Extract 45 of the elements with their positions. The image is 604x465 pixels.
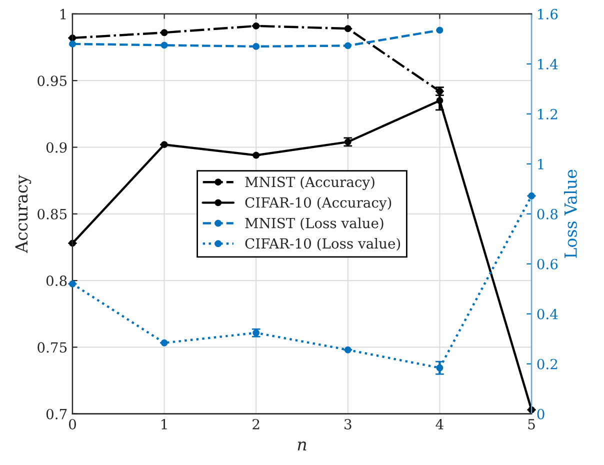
- x-axis-title: n: [298, 441, 306, 450]
- point: [69, 280, 76, 288]
- y2-tick-label: 0.8: [537, 208, 558, 220]
- x-tick-label: 5: [528, 419, 535, 430]
- y2-tick-label: 0.2: [537, 358, 558, 370]
- point: [160, 339, 168, 346]
- point: [252, 22, 260, 30]
- legend-label: CIFAR-10 (Accuracy): [245, 196, 392, 211]
- y2-axis-title: Loss Value: [564, 170, 577, 258]
- point: [344, 42, 352, 50]
- y2-tick-label: 1.6: [538, 8, 558, 20]
- y2-tick-label: 0.6: [537, 258, 558, 270]
- y2-tick-label: 1: [538, 158, 544, 170]
- point: [160, 141, 168, 148]
- y2-tick-label: 0: [537, 408, 544, 420]
- legend-label: MNIST (Loss value): [245, 218, 384, 230]
- y-tick-label: 0.8: [46, 276, 67, 286]
- point: [436, 364, 444, 372]
- point: [528, 192, 535, 200]
- point: [252, 152, 260, 159]
- legend-label: CIFAR-10 (Loss value): [245, 238, 400, 251]
- x-tick-label: 0: [68, 418, 76, 430]
- point: [344, 346, 352, 354]
- y-tick-label: 1: [60, 8, 66, 20]
- point: [69, 40, 76, 48]
- point: [252, 42, 260, 50]
- y-tick-label: 0.85: [38, 208, 67, 220]
- y-axis-title: Accuracy: [15, 174, 32, 254]
- point: [436, 97, 444, 104]
- point: [160, 29, 168, 36]
- point: [344, 25, 352, 32]
- y2-tick-label: 0.4: [537, 308, 558, 320]
- y-tick-label: 0.7: [46, 408, 67, 420]
- legend-label: MNIST (Accuracy): [245, 176, 374, 190]
- x-tick-label: 3: [344, 418, 352, 430]
- y-tick-label: 0.75: [38, 342, 67, 353]
- point: [436, 26, 444, 34]
- y2-tick-label: 1.2: [538, 108, 558, 120]
- x-tick-label: 4: [436, 418, 444, 430]
- point: [160, 42, 168, 49]
- x-tick-label: 1: [162, 418, 167, 430]
- y-tick-label: 0.9: [46, 142, 67, 153]
- y2-tick-label: 1.4: [538, 58, 558, 70]
- y-tick-label: 0.95: [38, 76, 67, 86]
- x-tick-label: 2: [252, 418, 260, 430]
